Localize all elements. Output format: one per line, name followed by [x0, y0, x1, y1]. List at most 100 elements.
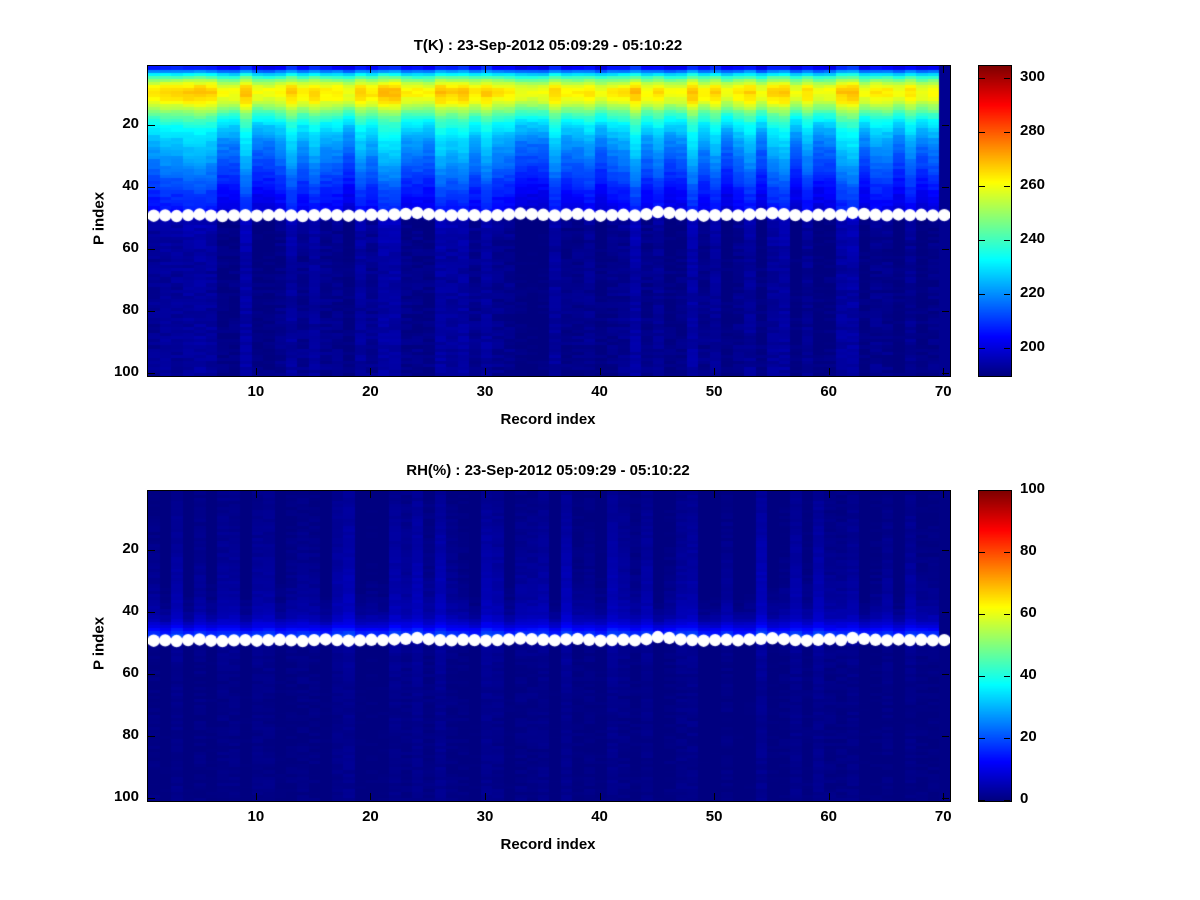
ytick-mark — [942, 249, 949, 251]
colorbar-tick-mark — [979, 78, 985, 80]
ytick-mark — [148, 550, 155, 552]
colorbar-tick-mark — [1004, 490, 1010, 491]
xtick-label: 40 — [591, 383, 608, 400]
colorbar-tick-label: 0 — [1020, 790, 1029, 807]
xtick-mark — [370, 66, 372, 73]
axes-relative-humidity — [147, 490, 951, 802]
axes-temperature — [147, 65, 951, 377]
colorbar-tick-mark — [1004, 186, 1010, 188]
ytick-mark — [148, 125, 155, 127]
marker-overlay-relative-humidity — [148, 491, 950, 801]
xtick-mark — [828, 66, 830, 73]
ytick-label: 60 — [122, 664, 139, 682]
colorbar-tick-mark — [979, 186, 985, 188]
xtick-mark — [714, 793, 716, 800]
x-axis-label-relative-humidity: Record index — [500, 836, 596, 853]
colorbar-tick-mark — [979, 614, 985, 615]
xtick-mark — [484, 66, 486, 73]
ytick-label: 40 — [122, 177, 139, 195]
xtick-label: 40 — [591, 808, 608, 825]
colorbar-tick-label: 20 — [1020, 728, 1037, 745]
colorbar-tick-mark — [979, 552, 985, 553]
ytick-mark — [148, 373, 155, 375]
xtick-mark — [714, 66, 716, 73]
xtick-mark — [828, 491, 830, 498]
ytick-mark — [942, 187, 949, 189]
ytick-mark — [148, 674, 155, 676]
xtick-mark — [714, 491, 716, 498]
ytick-mark — [942, 311, 949, 313]
colorbar-tick-mark — [979, 348, 985, 350]
y-axis-label-relative-humidity: P index — [90, 616, 108, 671]
xtick-mark — [828, 793, 830, 800]
xtick-mark — [370, 793, 372, 800]
xtick-mark — [599, 66, 601, 73]
colorbar-tick-mark — [1004, 348, 1010, 350]
xtick-label: 20 — [362, 383, 379, 400]
xtick-label: 50 — [705, 383, 723, 400]
ytick-mark — [942, 373, 949, 375]
ytick-mark — [148, 187, 155, 189]
colorbar-tick-mark — [1004, 676, 1010, 677]
ytick-label: 80 — [122, 301, 139, 319]
y-axis-label-temperature: P index — [90, 191, 108, 246]
xtick-mark — [484, 368, 486, 375]
colorbar-tick-mark — [1004, 132, 1010, 134]
xtick-label: 10 — [247, 808, 265, 825]
ytick-mark — [148, 612, 155, 614]
xtick-mark — [255, 66, 257, 73]
ytick-label: 100 — [113, 363, 139, 381]
xtick-mark — [255, 491, 257, 498]
plot-title-temperature: T(K) : 23-Sep-2012 05:09:29 - 05:10:22 — [413, 37, 683, 54]
ytick-mark — [942, 550, 949, 552]
xtick-label: 20 — [362, 808, 379, 825]
colorbar-tick-label: 260 — [1020, 176, 1046, 194]
ytick-label: 20 — [122, 115, 139, 133]
colorbar-tick-mark — [1004, 552, 1010, 553]
ytick-label: 100 — [113, 788, 139, 806]
xtick-label: 30 — [476, 808, 494, 825]
xtick-mark — [943, 66, 945, 73]
ytick-label: 60 — [122, 239, 139, 257]
xtick-mark — [943, 368, 945, 375]
colorbar-tick-label: 200 — [1020, 338, 1046, 356]
xtick-mark — [599, 793, 601, 800]
ytick-mark — [942, 674, 949, 676]
ytick-label: 80 — [122, 726, 139, 744]
xtick-mark — [943, 491, 945, 498]
marker-overlay-temperature — [148, 66, 950, 376]
ytick-mark — [942, 612, 949, 614]
colorbar-tick-mark — [1004, 738, 1010, 739]
xtick-label: 60 — [820, 383, 838, 400]
colorbar-tick-label: 300 — [1020, 68, 1046, 86]
colorbar-tick-mark — [1004, 614, 1010, 615]
xtick-label: 70 — [934, 808, 952, 825]
ytick-label: 40 — [122, 602, 139, 620]
colorbar-tick-label: 80 — [1020, 542, 1037, 559]
ytick-mark — [148, 311, 155, 313]
colorbar-tick-label: 220 — [1020, 284, 1046, 302]
plot-title-relative-humidity: RH(%) : 23-Sep-2012 05:09:29 - 05:10:22 — [406, 462, 690, 479]
colorbar-gradient-relative-humidity — [979, 491, 1011, 801]
xtick-mark — [370, 368, 372, 375]
colorbar-tick-mark — [979, 240, 985, 242]
x-axis-label-temperature: Record index — [500, 411, 596, 428]
ytick-mark — [148, 249, 155, 251]
colorbar-tick-mark — [1004, 800, 1010, 801]
colorbar-tick-mark — [979, 738, 985, 739]
ytick-mark — [148, 798, 155, 800]
colorbar-relative-humidity — [978, 490, 1012, 802]
colorbar-tick-mark — [1004, 294, 1010, 296]
ytick-mark — [942, 736, 949, 738]
xtick-mark — [255, 793, 257, 800]
colorbar-tick-mark — [1004, 78, 1010, 80]
colorbar-tick-label: 240 — [1020, 230, 1046, 248]
xtick-mark — [828, 368, 830, 375]
xtick-mark — [370, 491, 372, 498]
ytick-mark — [942, 125, 949, 127]
xtick-label: 60 — [820, 808, 838, 825]
xtick-label: 10 — [247, 383, 265, 400]
colorbar-temperature — [978, 65, 1012, 377]
xtick-mark — [599, 368, 601, 375]
